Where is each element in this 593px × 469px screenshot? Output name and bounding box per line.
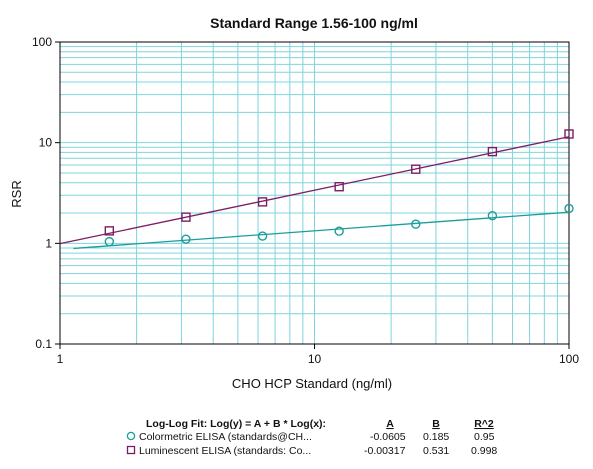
axis-ticks: 1 10 100 0.1 1 10 100 [32,35,579,366]
y-tick-label: 100 [32,35,52,49]
legend-row-1-b: 0.185 [423,431,449,443]
data-point-square [564,129,574,139]
fit-line-1 [73,211,570,250]
x-tick-label: 1 [57,352,64,366]
legend-circle-marker [126,431,136,441]
legend-col-a: A [386,418,394,430]
y-axis-label: RSR [9,180,24,207]
legend-row-2-b: 0.531 [423,445,449,457]
fit-lines [59,136,570,250]
legend-col-b: B [432,418,440,430]
data-point-circle [487,211,498,221]
data-point-square [411,164,421,174]
data-point-circle [181,234,191,244]
data-point-square [257,197,268,207]
legend-square-marker [126,445,136,455]
data-point-circle [257,231,268,241]
x-tick-label: 100 [559,352,579,366]
legend-row-2-label: Luminescent ELISA (standards: Co... [139,445,311,457]
y-tick-label: 0.1 [35,337,52,351]
legend-header: Log-Log Fit: Log(y) = A + B * Log(x): [146,418,326,430]
data-point-circle [334,226,344,236]
y-tick-label: 1 [45,236,52,250]
legend-col-r2: R^2 [474,418,494,430]
legend-row-1-a: -0.0605 [370,431,406,443]
data-point-square [104,226,115,236]
data-point-square [487,146,498,157]
y-tick-label: 10 [39,136,53,150]
legend-row-1-r2: 0.95 [474,431,495,443]
legend-row-2-a: -0.00317 [364,445,406,457]
data-points [104,129,574,247]
data-point-square [181,212,191,222]
data-point-circle [411,219,421,229]
legend-row-1-label: Colormetric ELISA (standards@CH... [139,431,312,443]
x-axis-label: CHO HCP Standard (ng/ml) [232,376,392,391]
grid [59,42,569,345]
data-point-circle [564,203,574,214]
chart-title: Standard Range 1.56-100 ng/ml [210,15,418,31]
x-tick-label: 10 [308,352,322,366]
data-point-square [334,182,344,192]
legend: Log-Log Fit: Log(y) = A + B * Log(x): A … [126,418,497,457]
data-point-circle [104,236,115,247]
fit-line-2 [59,136,570,245]
legend-row-2-r2: 0.998 [471,445,497,457]
